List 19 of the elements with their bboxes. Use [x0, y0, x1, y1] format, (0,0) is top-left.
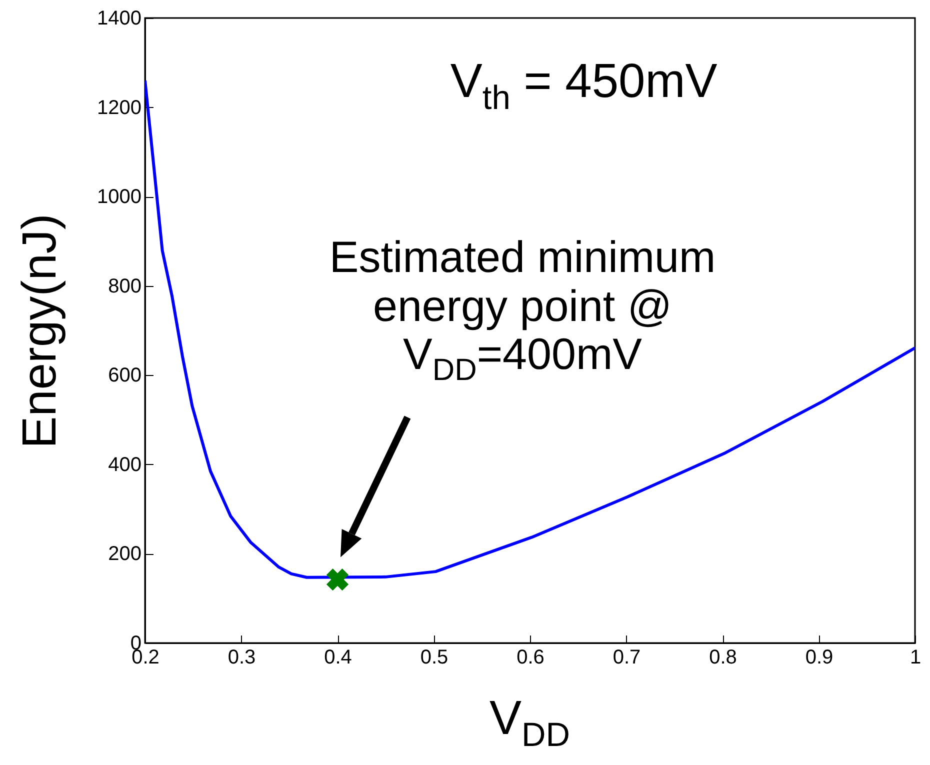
x-tick-label: 0.9	[805, 646, 834, 668]
annotation: V$_{th}$ = 450mV	[450, 55, 718, 117]
y-tick-label: 600	[108, 364, 142, 387]
x-tick-label: 0.3	[228, 646, 256, 668]
y-tick-label: 400	[108, 454, 142, 476]
y-axis-title: Energy(nJ)	[12, 213, 66, 448]
annotation: Estimated minimum energy point @ V$_{DD}$=400mV	[328, 233, 717, 387]
y-tick-label: 1400	[97, 8, 142, 30]
x-tick-label: 0.6	[516, 646, 544, 668]
x-tick-label: 0.5	[420, 646, 448, 668]
x-tick-label: 0.4	[324, 646, 352, 668]
x-tick-label: 1	[910, 646, 922, 668]
y-tick-label: 200	[108, 543, 142, 566]
x-tick-label: 0.8	[709, 646, 737, 668]
x-axis-title: V$_{DD}$	[490, 692, 570, 754]
y-tick-label: 1200	[97, 96, 142, 119]
x-tick-label: 0.7	[612, 646, 641, 668]
y-tick-label: 1000	[97, 186, 142, 208]
y-tick-label: 800	[108, 275, 142, 298]
